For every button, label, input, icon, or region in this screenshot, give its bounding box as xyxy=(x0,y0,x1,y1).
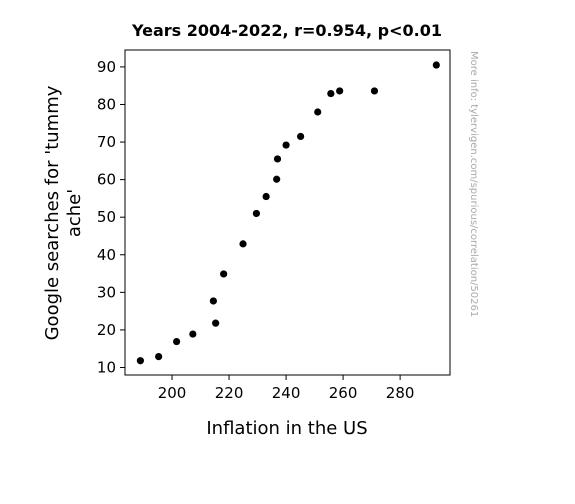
y-tick-label: 50 xyxy=(97,208,116,226)
x-tick-label: 220 xyxy=(215,384,244,402)
data-point xyxy=(314,108,322,116)
data-point xyxy=(155,352,163,361)
plot-area-frame xyxy=(124,49,451,376)
y-tick-label: 40 xyxy=(97,246,116,264)
data-point xyxy=(209,297,217,305)
y-tick-label: 70 xyxy=(97,133,116,151)
y-tick-label: 90 xyxy=(97,58,116,76)
y-tick-label: 10 xyxy=(97,358,116,376)
data-point xyxy=(336,87,344,95)
data-point xyxy=(173,337,181,346)
y-axis-label-line-2: ache' xyxy=(64,189,85,237)
x-tick-label: 240 xyxy=(272,384,301,402)
data-point xyxy=(136,357,144,365)
data-point xyxy=(212,319,220,327)
data-point xyxy=(262,192,270,201)
x-tick-label: 260 xyxy=(329,384,358,402)
y-tick-label: 30 xyxy=(97,283,116,301)
data-point xyxy=(273,155,282,163)
data-point xyxy=(252,209,261,218)
data-point xyxy=(370,87,379,95)
chart-title: Years 2004-2022, r=0.954, p<0.01 xyxy=(131,21,442,40)
data-point xyxy=(239,240,247,248)
y-axis-label-line-1: Google searches for 'tummy xyxy=(42,85,63,340)
data-point xyxy=(297,132,305,141)
data-point xyxy=(327,89,335,98)
data-point xyxy=(282,141,290,149)
data-point xyxy=(189,330,197,338)
y-tick-label: 80 xyxy=(97,95,116,113)
x-tick-label: 280 xyxy=(386,384,415,402)
x-tick-label: 200 xyxy=(158,384,187,402)
y-axis: 10 20 30 40 50 60 70 80 90 xyxy=(97,58,125,376)
data-points xyxy=(136,61,440,365)
y-tick-label: 60 xyxy=(97,171,116,189)
source-watermark: More info: tylervigen.com/spurious/corre… xyxy=(468,51,479,317)
x-axis: 200 220 240 260 280 xyxy=(158,375,415,402)
y-tick-label: 20 xyxy=(97,321,116,339)
x-axis-label: Inflation in the US xyxy=(206,418,367,439)
data-point xyxy=(273,175,281,183)
data-point xyxy=(432,61,440,69)
data-point xyxy=(220,270,228,278)
